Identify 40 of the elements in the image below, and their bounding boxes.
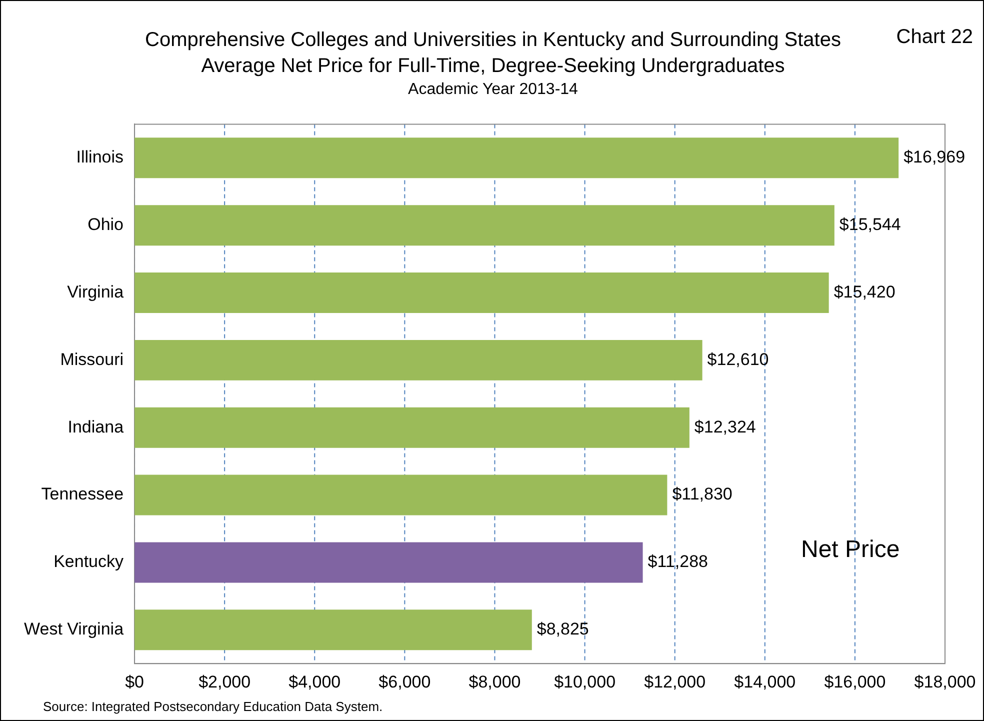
chart-title: Comprehensive Colleges and Universities in Kentucky and Surrounding States — [145, 29, 841, 51]
x-tick-label: $6,000 — [378, 672, 431, 692]
bar — [134, 340, 702, 380]
x-tick-label: $0 — [125, 672, 144, 692]
x-tick-label: $10,000 — [554, 672, 616, 692]
text: Academic Year 2013-14 — [407, 81, 579, 99]
data-label: $16,969 — [904, 148, 966, 167]
data-label: $11,288 — [648, 552, 708, 572]
data-label: $12,324 — [694, 417, 756, 436]
x-tick-label: $16,000 — [824, 672, 886, 692]
y-tick-label: Illinois — [76, 148, 124, 167]
data-label: $15,420 — [834, 282, 896, 302]
x-tick-label: $8,000 — [468, 672, 521, 692]
data-label: $15,544 — [839, 215, 901, 234]
bar — [134, 542, 643, 583]
x-tick-label: $18,000 — [914, 672, 976, 692]
annotation: Net Price — [801, 536, 900, 564]
y-tick-label: Virginia — [67, 282, 124, 302]
y-tick-label: Missouri — [60, 350, 124, 369]
bar — [134, 272, 829, 313]
data-label: $8,825 — [536, 620, 589, 639]
bar — [134, 610, 532, 650]
chart-subtitle: Average Net Price for Full-Time, Degree-Seeking Undergraduates — [200, 55, 786, 78]
y-tick-label: Ohio — [88, 215, 124, 234]
x-tick-label: $12,000 — [644, 672, 706, 692]
source-note: Source: Integrated Postsecondary Education Data System. — [43, 699, 383, 714]
data-label: $12,610 — [707, 350, 769, 369]
y-tick-label: Indiana — [68, 417, 124, 436]
caption: Chart 22 — [896, 26, 973, 49]
x-tick-label: $2,000 — [198, 672, 251, 692]
y-tick-label: West Virginia — [24, 620, 124, 639]
bar — [134, 205, 834, 246]
y-tick-label: Kentucky — [54, 552, 124, 572]
data-label: $11,830 — [672, 484, 732, 504]
x-tick-label: $4,000 — [288, 672, 341, 692]
bar — [134, 474, 668, 516]
bar — [134, 138, 899, 178]
bar — [134, 407, 690, 448]
x-tick-label: $14,000 — [734, 672, 796, 692]
y-tick-label: Tennessee — [41, 484, 124, 504]
